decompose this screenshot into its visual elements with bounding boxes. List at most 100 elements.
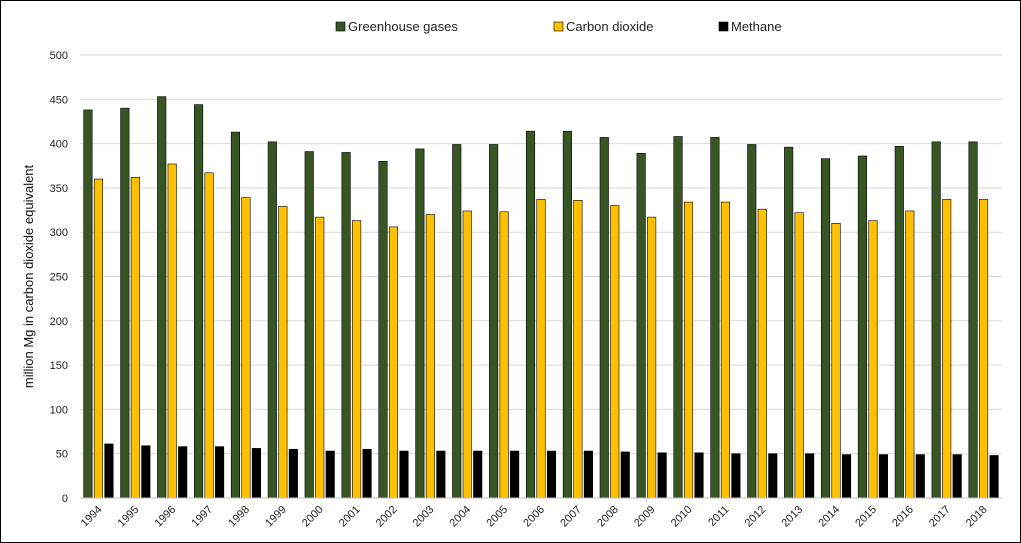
bar-greenhouse-gases-1999: [267, 141, 277, 499]
x-tick-label-1999: 1999: [263, 504, 289, 530]
bar-methane-2015: [878, 454, 888, 499]
bar-methane-2002: [399, 450, 409, 499]
x-tick-label-2009: 2009: [632, 504, 658, 530]
x-tick-label-2016: 2016: [890, 504, 916, 530]
legend-swatch-methane: [718, 21, 729, 32]
bar-greenhouse-gases-1997: [194, 104, 204, 499]
y-tick-label-150: 150: [50, 360, 68, 372]
x-tick-label-2002: 2002: [374, 504, 400, 530]
legend-swatch-greenhouse-gases: [335, 21, 346, 32]
bar-greenhouse-gases-1994: [83, 109, 93, 499]
x-tick-label-2004: 2004: [448, 504, 474, 530]
bar-carbon-dioxide-2007: [573, 200, 583, 499]
bar-methane-2003: [436, 450, 446, 499]
x-tick-label-2013: 2013: [779, 504, 805, 530]
bar-greenhouse-gases-2011: [710, 137, 720, 499]
bar-carbon-dioxide-1999: [278, 206, 288, 499]
y-tick-label-200: 200: [50, 316, 68, 328]
x-tick-label-2008: 2008: [595, 504, 621, 530]
bar-methane-1996: [178, 446, 188, 499]
bar-greenhouse-gases-2006: [525, 130, 536, 499]
y-tick-label-300: 300: [50, 227, 68, 239]
x-tick-label-2003: 2003: [411, 504, 437, 530]
bar-methane-2005: [510, 450, 520, 499]
x-tick-label-2006: 2006: [521, 504, 547, 530]
bar-greenhouse-gases-2002: [378, 161, 388, 499]
bar-carbon-dioxide-1997: [204, 172, 214, 499]
bar-methane-2006: [546, 450, 557, 499]
bar-greenhouse-gases-2005: [489, 144, 499, 499]
y-tick-label-400: 400: [50, 139, 68, 151]
bar-carbon-dioxide-2001: [352, 220, 362, 499]
bar-greenhouse-gases-1998: [230, 131, 241, 499]
x-tick-label-2018: 2018: [964, 504, 990, 530]
bar-greenhouse-gases-2016: [894, 145, 904, 499]
x-tick-label-2001: 2001: [337, 504, 363, 530]
bar-carbon-dioxide-1995: [130, 176, 140, 499]
x-tick-label-1996: 1996: [153, 504, 179, 530]
x-tick-label-2010: 2010: [669, 504, 695, 530]
bar-greenhouse-gases-2009: [636, 153, 646, 499]
bar-greenhouse-gases-2010: [673, 136, 683, 499]
y-tick-label-350: 350: [50, 183, 68, 195]
bar-greenhouse-gases-2008: [599, 137, 609, 499]
x-axis-ticks: 1994 1995 1996 1997 1998 1999 2000 2001 2002 2003…: [79, 504, 990, 530]
x-tick-label-2015: 2015: [853, 504, 879, 530]
bar-carbon-dioxide-1996: [167, 163, 177, 499]
x-tick-label-1998: 1998: [226, 504, 252, 530]
bar-carbon-dioxide-2003: [425, 214, 435, 499]
bar-methane-2007: [583, 450, 593, 499]
bar-carbon-dioxide-1998: [241, 197, 251, 499]
legend-label-carbon-dioxide: Carbon dioxide: [566, 19, 653, 34]
bar-methane-2004: [473, 450, 483, 499]
y-axis-ticks: 0 50 100 150 200 250 300 350 400 450 500: [50, 50, 68, 505]
bar-methane-2014: [841, 454, 852, 499]
bar-greenhouse-gases-2015: [857, 155, 867, 499]
bar-greenhouse-gases-1996: [157, 96, 167, 499]
x-tick-label-2007: 2007: [558, 504, 584, 530]
bar-methane-2018: [989, 455, 999, 499]
bar-carbon-dioxide-2010: [683, 201, 694, 499]
y-tick-label-100: 100: [50, 404, 68, 416]
bar-carbon-dioxide-2018: [979, 199, 989, 499]
bar-methane-2008: [620, 451, 630, 499]
x-tick-label-2012: 2012: [743, 504, 769, 530]
bar-carbon-dioxide-2008: [610, 205, 620, 499]
bar-carbon-dioxide-2013: [794, 212, 804, 499]
x-tick-label-2005: 2005: [484, 504, 510, 530]
bar-greenhouse-gases-2014: [820, 158, 831, 499]
x-tick-label-1994: 1994: [79, 504, 105, 530]
bar-methane-2017: [952, 454, 962, 499]
x-tick-label-2000: 2000: [300, 504, 326, 530]
x-tick-label-2017: 2017: [927, 504, 953, 530]
bar-carbon-dioxide-2006: [536, 199, 546, 499]
bar-carbon-dioxide-1994: [93, 178, 103, 499]
bar-carbon-dioxide-2012: [757, 208, 767, 499]
bar-methane-1999: [288, 448, 298, 499]
bar-greenhouse-gases-2003: [415, 148, 425, 499]
bar-carbon-dioxide-2009: [647, 216, 657, 499]
bar-carbon-dioxide-2015: [868, 220, 878, 499]
bar-carbon-dioxide-2005: [499, 211, 509, 499]
bar-methane-1997: [215, 446, 225, 499]
bar-methane-2001: [362, 448, 372, 499]
bar-greenhouse-gases-2017: [931, 141, 941, 499]
x-tick-label-2011: 2011: [706, 504, 731, 529]
bar-methane-2010: [694, 452, 704, 499]
legend: Greenhouse gases Carbon dioxide Methane: [335, 19, 782, 34]
x-tick-label-1995: 1995: [116, 504, 142, 530]
y-axis-title: million Mg in carbon dioxide equivalent: [21, 164, 36, 388]
bar-methane-1994: [104, 443, 114, 499]
bar-carbon-dioxide-2016: [905, 210, 915, 499]
y-tick-label-250: 250: [50, 272, 68, 284]
bar-greenhouse-gases-2000: [304, 151, 314, 499]
legend-swatch-carbon-dioxide: [553, 21, 564, 32]
bar-methane-2011: [731, 453, 741, 499]
bar-methane-2013: [805, 453, 815, 499]
y-tick-label-500: 500: [50, 50, 68, 62]
bar-methane-2000: [325, 450, 335, 499]
bar-greenhouse-gases-2007: [562, 130, 572, 499]
bar-methane-1995: [141, 445, 151, 499]
bar-carbon-dioxide-2017: [942, 199, 952, 499]
